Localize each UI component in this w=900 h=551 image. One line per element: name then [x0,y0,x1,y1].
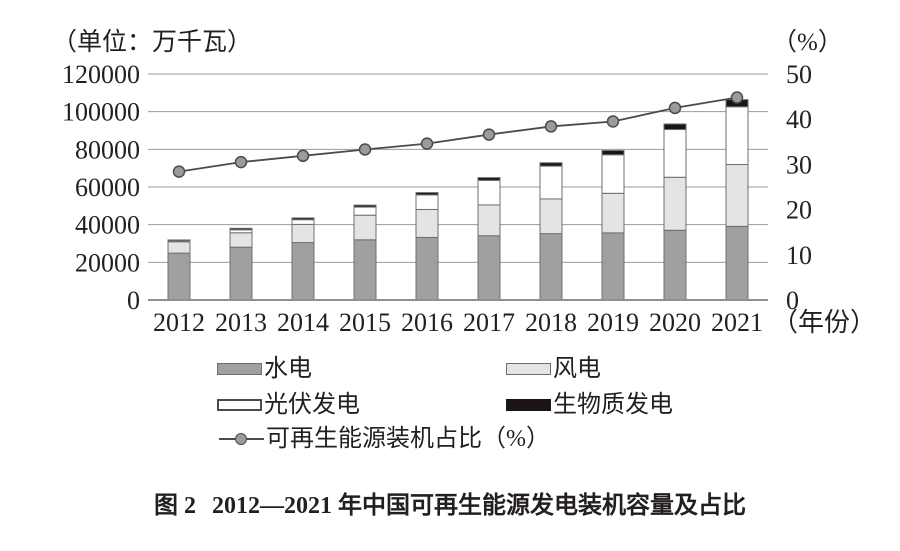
bar-segment-wind [725,164,749,227]
bar-segment-solar [415,194,439,210]
bar-segment-solar [477,179,501,206]
bar-segment-hydro [229,246,253,301]
x-axis-tick-label: 2016 [401,308,453,337]
bar-segment-biomass [415,192,439,196]
bar-segment-biomass [601,150,625,156]
x-axis-tick-label: 2017 [463,308,515,337]
legend-label-biomass: 生物质发电 [553,392,673,418]
bar-segment-biomass [229,227,253,231]
bar-segment-hydro [291,242,315,301]
legend-label-hydro: 水电 [264,356,312,382]
legend-label-wind: 风电 [553,356,601,382]
bar-segment-hydro [539,233,563,301]
figure-title-text: 2012—2021 年中国可再生能源发电装机容量及占比 [212,493,746,519]
legend-label-renewable-share: 可再生能源装机占比（%） [266,426,550,452]
x-axis-tick-label: 2020 [649,308,701,337]
renewable-share-marker [234,155,248,169]
right-axis-tick-label: 50 [786,60,812,89]
x-axis-tick-label: 2018 [525,308,577,337]
x-axis-tick-label: 2019 [587,308,639,337]
legend-item-wind: 风电 [506,356,601,382]
bar-segment-wind [291,223,315,244]
legend-item-renewable-share-line: 可再生能源装机占比（%） [219,426,550,452]
x-axis-unit-label: （年份） [772,308,876,337]
bar-segment-biomass [539,162,563,167]
bar-segment-solar [601,154,625,194]
renewable-share-marker [358,143,372,156]
bar-segment-wind [663,176,687,231]
chart-plot-area: 0 20000 40000 60000 80000 100000 120000 0 10 20 30… [62,60,876,337]
left-axis-tick-label: 20000 [75,248,140,277]
figure-caption: 图 2 2012—2021 年中国可再生能源发电装机容量及占比 [0,485,900,520]
left-axis-tick-label: 120000 [62,60,140,89]
bar-segment-hydro [167,252,191,301]
line-marker-swatch-icon [219,432,264,446]
right-axis-tick-label: 0 [786,286,799,315]
bar-segment-hydro [477,235,501,301]
renewable-share-marker [730,91,744,104]
right-axis-unit-label: （%） [772,29,843,56]
left-axis-tick-label: 0 [127,286,140,315]
right-axis-tick-label: 20 [786,196,812,225]
bar-segment-solar [291,219,315,225]
bar-segment-hydro [725,225,749,301]
renewable-share-marker [172,165,186,178]
left-axis-tick-label: 40000 [75,211,140,240]
renewable-share-marker [420,137,434,150]
legend-item-hydro: 水电 [217,356,312,382]
renewable-share-marker [668,101,682,115]
left-axis-tick-label: 80000 [75,135,140,164]
bar-segment-wind [601,192,625,234]
solar-swatch-icon [217,399,262,411]
x-axis-tick-label: 2012 [153,308,205,337]
renewable-share-marker [482,128,496,141]
x-axis-tick-label: 2013 [215,308,267,337]
biomass-swatch-icon [506,399,551,411]
bar-segment-solar [353,206,377,216]
bar-segment-wind [415,208,439,238]
legend-label-solar: 光伏发电 [264,392,360,418]
bar-segment-hydro [415,236,439,301]
left-axis-tick-label: 100000 [62,98,140,127]
legend-item-solar: 光伏发电 [217,392,360,418]
right-axis-tick-label: 10 [786,241,812,270]
figure-number-label: 图 2 [154,493,196,519]
bar-segment-biomass [663,123,687,131]
bar-segment-hydro [353,239,377,301]
bar-segment-biomass [353,204,377,208]
x-axis-tick-label: 2015 [339,308,391,337]
bar-segment-biomass [477,177,501,181]
bar-segment-solar [663,129,687,178]
left-axis-tick-label: 60000 [75,173,140,202]
renewable-share-marker [606,115,620,128]
right-axis-tick-label: 40 [786,105,812,134]
bar-segment-wind [539,198,563,235]
hydro-swatch-icon [217,363,262,375]
bar-segment-biomass [167,239,191,242]
legend-item-biomass: 生物质发电 [506,392,673,418]
renewable-share-line [178,96,738,173]
x-axis-tick-label: 2014 [277,308,329,337]
wind-swatch-icon [506,363,551,375]
renewable-share-marker [544,120,558,133]
bar-segment-wind [477,204,501,237]
bar-segment-wind [229,232,253,248]
renewable-share-marker [296,149,310,163]
x-axis-tick-label: 2021 [711,308,763,337]
bar-segment-hydro [601,232,625,301]
right-axis-tick-label: 30 [786,150,812,179]
chart-legend: 水电 风电 光伏发电 生物质发电 可再生能源装机占比（%） [217,354,777,459]
bar-segment-biomass [291,217,315,221]
bar-segment-wind [353,214,377,241]
bar-segment-solar [725,106,749,166]
bar-segment-hydro [663,229,687,301]
left-axis-unit-label: （单位：万千瓦） [52,29,253,56]
bar-segment-solar [539,165,563,200]
bar-segment-wind [167,241,191,254]
